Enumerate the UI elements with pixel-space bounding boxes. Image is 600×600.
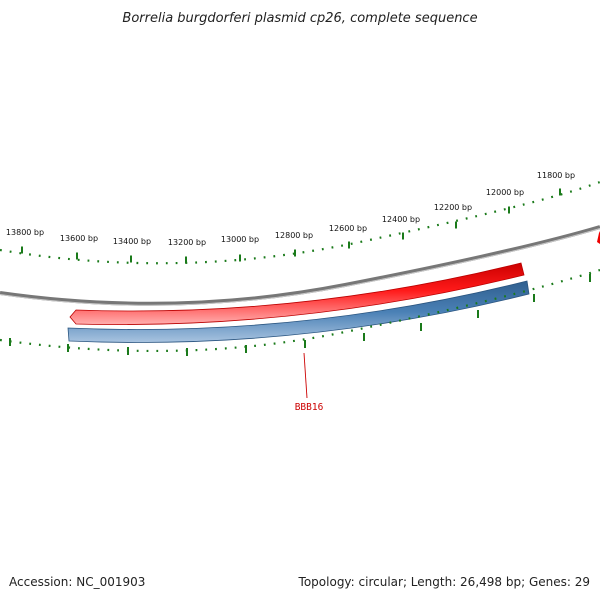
inner-major-ticks [9, 274, 591, 356]
scale-label: 13400 bp [113, 237, 151, 246]
accession-text: Accession: NC_001903 [9, 575, 145, 589]
scale-label: 12400 bp [382, 215, 420, 224]
gene-label-bbb16: BBB16 [295, 402, 324, 413]
scale-label: 13000 bp [221, 235, 259, 244]
reverse-gene-bar [67, 280, 530, 343]
reverse-gene-feature [67, 280, 530, 343]
scale-label: 13800 bp [6, 228, 44, 237]
outer-scale-dots [0, 180, 600, 265]
outer-scale-ring [0, 180, 600, 265]
scale-label: 13600 bp [60, 234, 98, 243]
scale-label: 12600 bp [329, 224, 367, 233]
plasmid-backbone [0, 225, 600, 306]
scale-label: 12000 bp [486, 188, 524, 197]
forward-gene-feature [69, 262, 525, 325]
partial-gene-edge [597, 231, 600, 244]
gene-label-leader [303, 352, 308, 399]
map-title: Borrelia burgdorferi plasmid cp26, compl… [122, 11, 477, 26]
scale-label: 11800 bp [537, 171, 575, 180]
forward-gene-arrow [69, 262, 525, 325]
scale-label: 13200 bp [168, 238, 206, 247]
scale-label: 12200 bp [434, 203, 472, 212]
scale-labels: 13800 bp 13600 bp 13400 bp 13200 bp 13000 bp… [6, 171, 575, 247]
outer-major-ticks [21, 188, 561, 264]
topology-info-text: Topology: circular; Length: 26,498 bp; G… [298, 575, 590, 589]
inner-scale-ring [0, 268, 600, 356]
plasmid-backbone-highlight [0, 228, 600, 306]
scale-label: 12800 bp [275, 231, 313, 240]
